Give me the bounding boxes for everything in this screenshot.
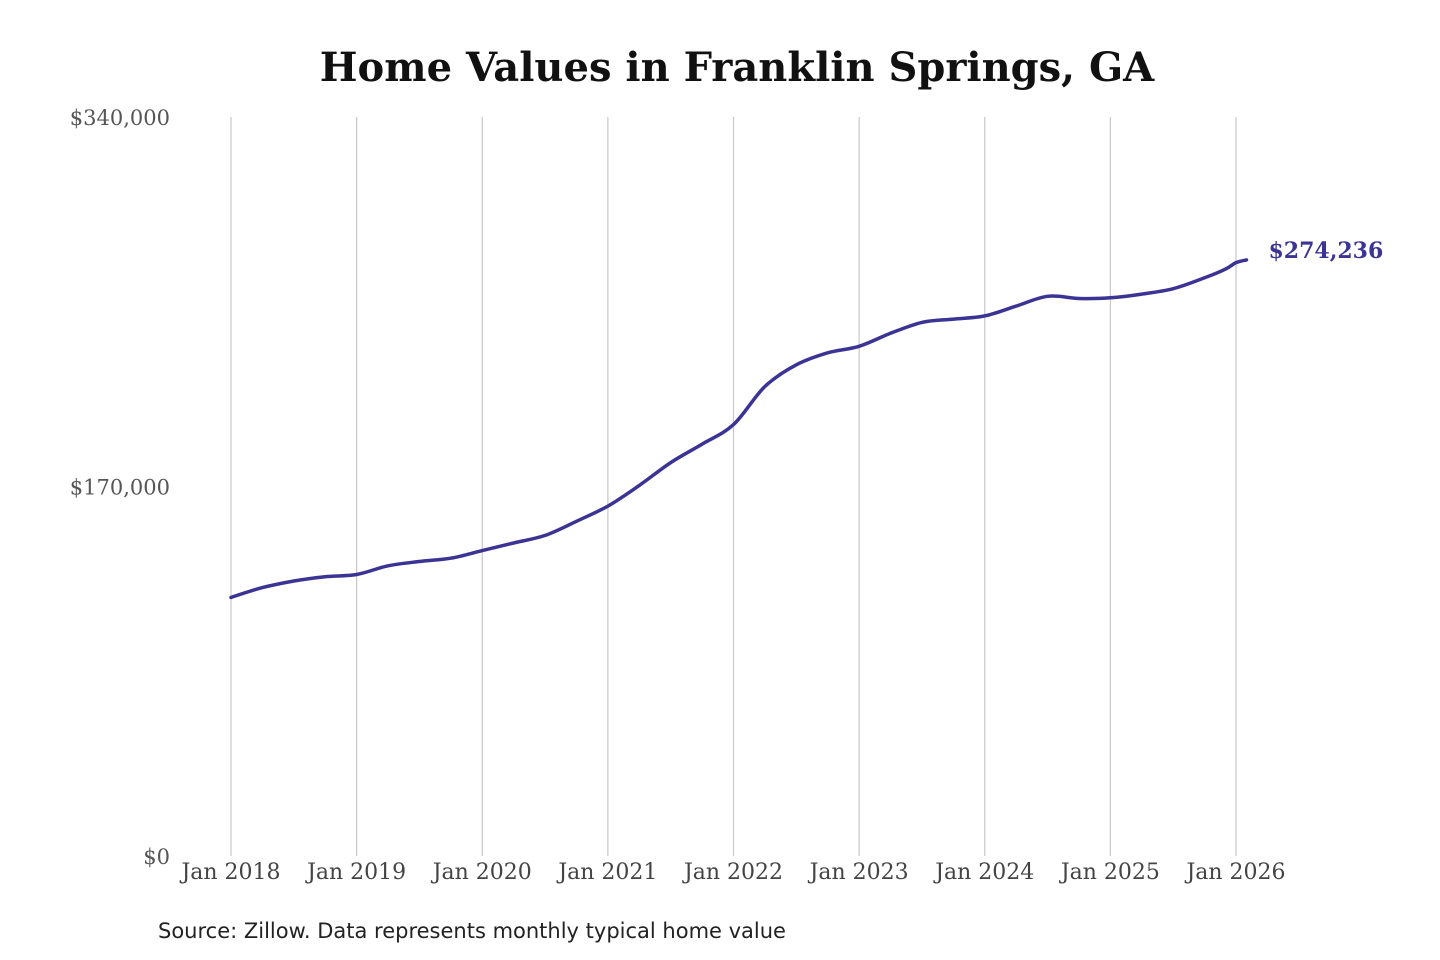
y-axis-tick-labels: $0 $170,000 $340,000	[70, 106, 170, 869]
gridlines	[230, 117, 1237, 856]
series-layer: $274,236	[229, 238, 1383, 600]
x-tick-label: Jan 2026	[1184, 860, 1285, 885]
x-tick-label: Jan 2023	[808, 860, 909, 885]
x-tick-label: Jan 2022	[682, 860, 783, 885]
end-value-label: $274,236	[1268, 238, 1383, 264]
x-tick-label: Jan 2020	[431, 860, 532, 885]
x-tick-label: Jan 2025	[1059, 860, 1160, 885]
y-tick-label: $340,000	[70, 106, 170, 130]
x-tick-label: Jan 2019	[305, 860, 406, 885]
x-tick-label: Jan 2018	[179, 860, 280, 885]
series-line	[229, 258, 1249, 600]
y-tick-label: $0	[143, 845, 170, 869]
y-tick-label: $170,000	[70, 476, 170, 500]
x-tick-label: Jan 2024	[933, 860, 1034, 885]
chart-title: Home Values in Franklin Springs, GA	[320, 44, 1155, 91]
source-note: Source: Zillow. Data represents monthly …	[158, 919, 786, 943]
x-tick-label: Jan 2021	[556, 860, 657, 885]
x-axis-tick-labels: Jan 2018 Jan 2019 Jan 2020 Jan 2021 Jan 2022…	[179, 860, 1285, 885]
